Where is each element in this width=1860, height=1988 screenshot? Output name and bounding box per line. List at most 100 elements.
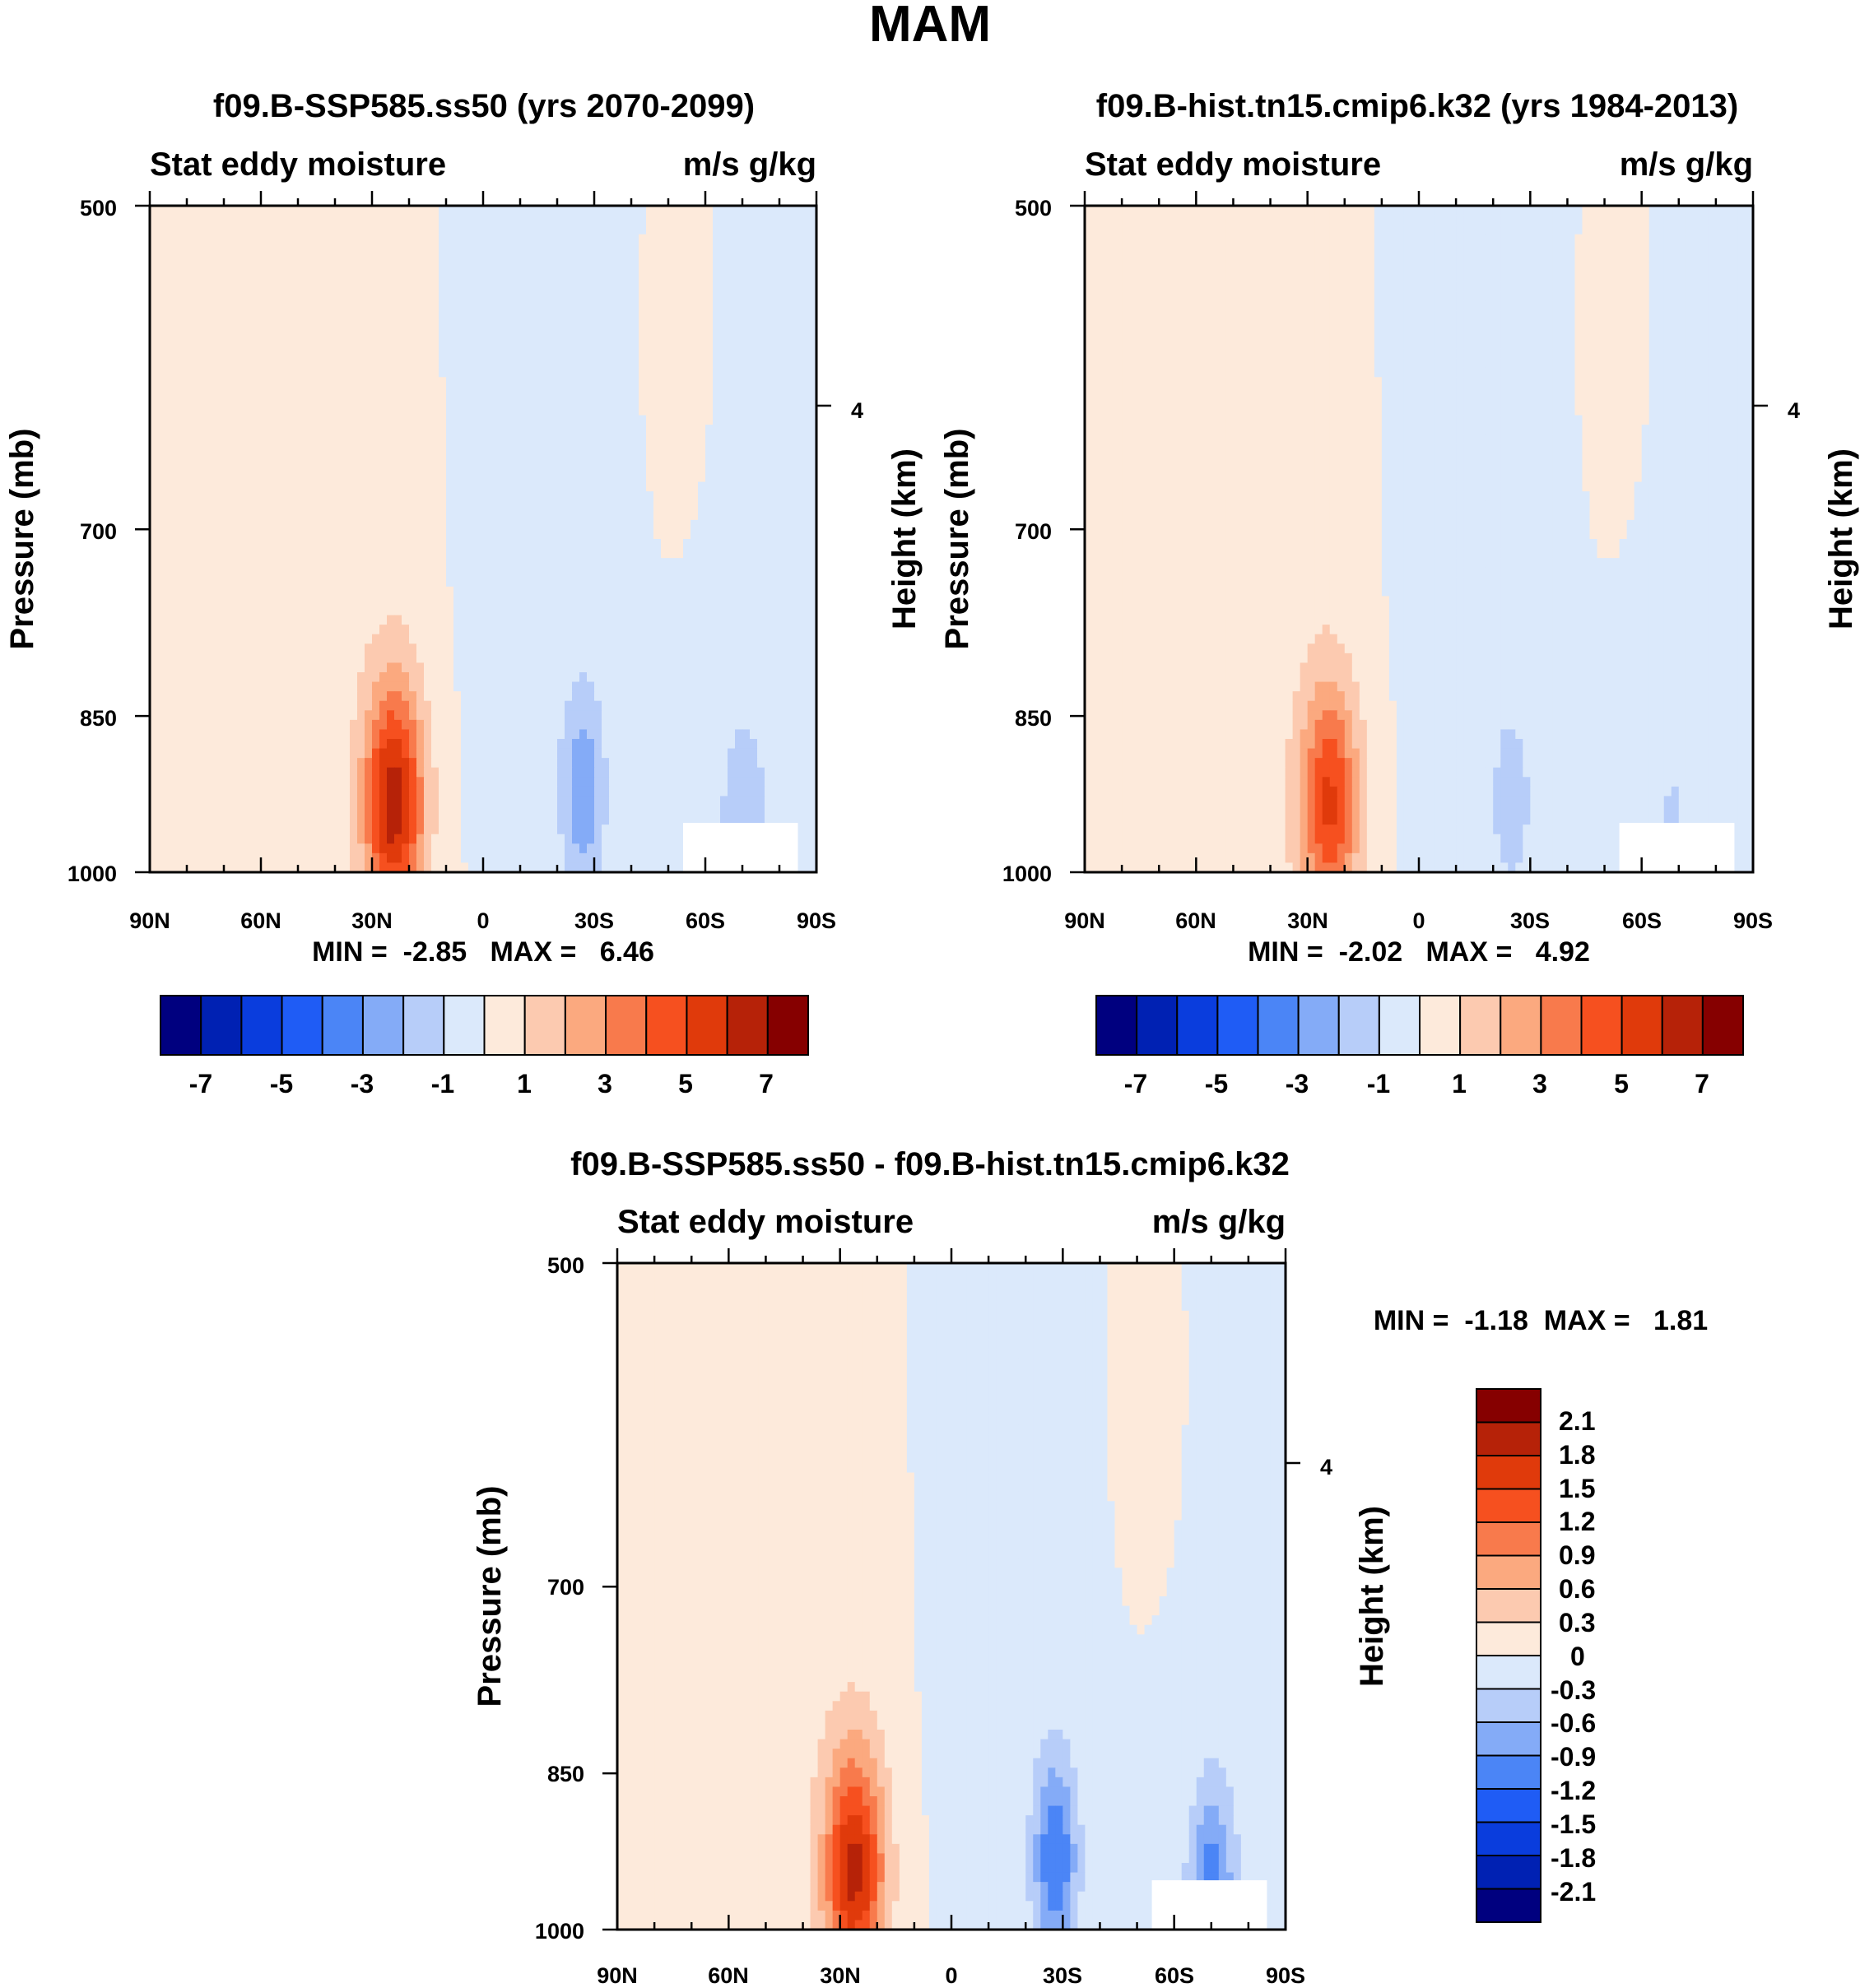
field-cell xyxy=(320,416,328,425)
field-cell xyxy=(794,262,802,272)
field-cell xyxy=(676,453,684,463)
field-cell xyxy=(179,491,188,501)
field-cell xyxy=(402,558,410,568)
field-cell xyxy=(291,262,299,272)
field-cell xyxy=(713,349,721,359)
field-cell xyxy=(728,396,736,406)
field-cell xyxy=(253,368,262,378)
field-cell xyxy=(720,396,728,406)
field-cell xyxy=(379,206,388,216)
field-cell xyxy=(765,406,773,416)
field-cell xyxy=(209,406,217,416)
field-cell xyxy=(794,282,802,292)
field-cell xyxy=(372,501,380,511)
field-cell xyxy=(653,368,662,378)
field-cell xyxy=(794,349,802,359)
field-cell xyxy=(520,349,528,359)
field-cell xyxy=(313,396,321,406)
field-cell xyxy=(579,568,588,578)
field-cell xyxy=(772,216,780,225)
field-cell xyxy=(216,329,225,339)
field-cell xyxy=(557,301,565,311)
field-cell xyxy=(631,482,639,492)
field-cell xyxy=(565,482,573,492)
field-cell xyxy=(498,339,506,349)
field-cell xyxy=(705,406,714,416)
field-cell xyxy=(572,216,580,225)
field-cell xyxy=(616,568,625,578)
field-cell xyxy=(224,291,232,301)
field-cell xyxy=(298,501,306,511)
field-cell xyxy=(276,310,284,320)
field-cell xyxy=(698,472,706,482)
field-cell xyxy=(787,396,795,406)
field-cell xyxy=(639,520,647,530)
field-cell xyxy=(202,244,210,253)
field-cell xyxy=(446,406,454,416)
field-cell xyxy=(594,539,602,549)
field-cell xyxy=(239,482,247,492)
field-cell xyxy=(179,272,188,282)
field-cell xyxy=(439,377,447,387)
field-cell xyxy=(194,358,202,368)
field-cell xyxy=(587,358,595,368)
field-cell xyxy=(468,444,477,453)
field-cell xyxy=(624,358,632,368)
field-cell xyxy=(372,568,380,578)
field-cell xyxy=(609,462,617,472)
field-cell xyxy=(268,558,277,568)
field-cell xyxy=(572,549,580,559)
field-cell xyxy=(609,444,617,453)
field-cell xyxy=(505,310,514,320)
field-cell xyxy=(498,539,506,549)
field-cell xyxy=(742,377,751,387)
field-cell xyxy=(550,216,558,225)
field-cell xyxy=(194,462,202,472)
field-cell xyxy=(335,462,343,472)
field-cell xyxy=(505,444,514,453)
field-cell xyxy=(750,568,758,578)
field-cell xyxy=(431,235,439,244)
field-cell xyxy=(453,301,462,311)
field-cell xyxy=(750,444,758,453)
field-cell xyxy=(787,272,795,282)
field-cell xyxy=(765,253,773,263)
field-cell xyxy=(772,301,780,311)
field-cell xyxy=(728,416,736,425)
field-cell xyxy=(772,272,780,282)
field-cell xyxy=(765,510,773,520)
field-cell xyxy=(691,253,699,263)
field-cell xyxy=(691,368,699,378)
field-cell xyxy=(728,520,736,530)
field-cell xyxy=(542,529,551,539)
field-cell xyxy=(616,444,625,453)
field-cell xyxy=(668,368,677,378)
field-cell xyxy=(609,225,617,235)
field-cell xyxy=(683,529,691,539)
field-cell xyxy=(165,301,173,311)
field-cell xyxy=(639,329,647,339)
field-cell xyxy=(446,577,454,587)
field-cell xyxy=(179,444,188,453)
field-cell xyxy=(565,282,573,292)
field-cell xyxy=(239,301,247,311)
field-cell xyxy=(387,301,395,311)
field-cell xyxy=(461,387,469,397)
field-cell xyxy=(505,301,514,311)
field-cell xyxy=(609,262,617,272)
field-cell xyxy=(535,339,543,349)
field-cell xyxy=(320,510,328,520)
field-cell xyxy=(750,377,758,387)
field-cell xyxy=(365,387,373,397)
field-cell xyxy=(335,282,343,292)
field-cell xyxy=(357,529,365,539)
field-cell xyxy=(609,206,617,216)
field-cell xyxy=(646,587,654,597)
field-cell xyxy=(461,272,469,282)
field-cell xyxy=(224,416,232,425)
field-cell xyxy=(165,482,173,492)
field-cell xyxy=(172,587,180,597)
field-cell xyxy=(276,425,284,434)
field-cell xyxy=(231,406,239,416)
field-cell xyxy=(794,453,802,463)
